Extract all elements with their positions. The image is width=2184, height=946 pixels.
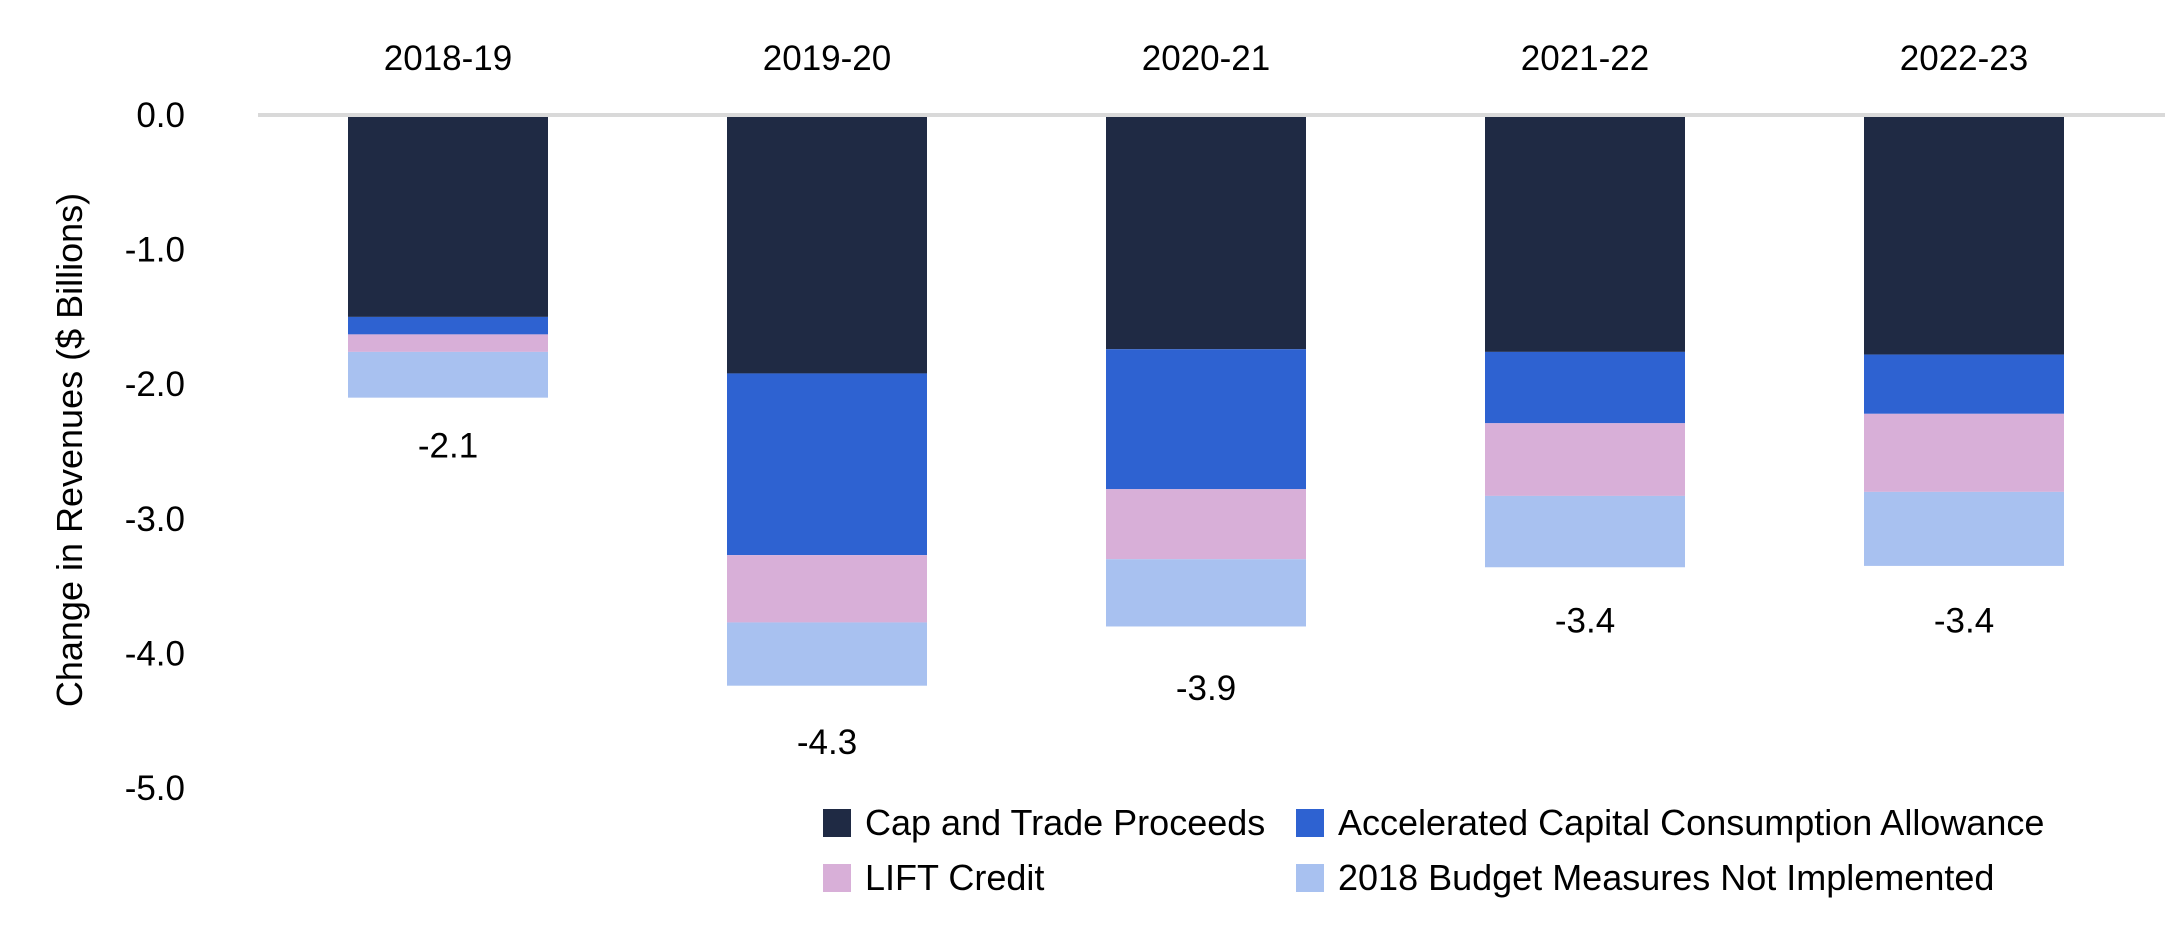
y-tick-label: -1.0 [125,231,185,270]
y-tick-label: -2.0 [125,365,185,404]
legend-label-0: Cap and Trade Proceeds [865,802,1265,843]
bar-2020-21-series-0 [1106,115,1306,350]
y-tick-label: 0.0 [136,96,185,135]
legend-label-2: LIFT Credit [865,857,1044,898]
legend-swatch-1 [1296,809,1324,837]
category-label-2019-20: 2019-20 [763,39,891,78]
y-tick-label: -3.0 [125,500,185,539]
bar-2020-21-series-1 [1106,349,1306,490]
total-labels: -2.1 -4.3 -3.9 -3.4 -3.4 [418,427,1994,762]
legend-swatch-2 [823,864,851,892]
legend: Cap and Trade Proceeds Accelerated Capita… [823,802,2044,898]
total-label-2018-19: -2.1 [418,427,478,466]
bar-2021-22-series-3 [1485,495,1685,568]
bar-2019-20-series-3 [727,622,927,686]
bar-2021-22-series-1 [1485,351,1685,424]
total-label-2020-21: -3.9 [1176,669,1236,708]
y-tick-label: -5.0 [125,769,185,808]
bar-2018-19-series-3 [348,351,548,398]
total-label-2021-22: -3.4 [1555,602,1615,641]
category-label-2020-21: 2020-21 [1142,39,1270,78]
y-tick-label: -4.0 [125,634,185,673]
bar-2018-19-series-0 [348,115,548,317]
bar-2020-21-series-2 [1106,489,1306,560]
bar-2022-23-series-0 [1864,115,2064,355]
bar-2019-20-series-0 [727,115,927,374]
y-tick-labels: 0.0 -1.0 -2.0 -3.0 -4.0 -5.0 [125,96,185,808]
legend-swatch-3 [1296,864,1324,892]
y-axis-title: Change in Revenues ($ Billions) [49,193,90,707]
legend-label-1: Accelerated Capital Consumption Allowanc… [1338,802,2044,843]
category-labels: 2018-19 2019-20 2020-21 2021-22 2022-23 [384,39,2028,78]
bar-2021-22-series-0 [1485,115,1685,352]
bar-2018-19-series-1 [348,316,548,335]
category-label-2021-22: 2021-22 [1521,39,1649,78]
legend-swatch-0 [823,809,851,837]
total-label-2019-20: -4.3 [797,723,857,762]
bar-2022-23-series-3 [1864,491,2064,566]
bar-2022-23-series-1 [1864,354,2064,414]
bar-2019-20-series-1 [727,373,927,556]
category-label-2018-19: 2018-19 [384,39,512,78]
bar-2019-20-series-2 [727,555,927,623]
bars-group [348,115,2064,686]
bar-2021-22-series-2 [1485,423,1685,496]
category-label-2022-23: 2022-23 [1900,39,2028,78]
bar-2018-19-series-2 [348,334,548,352]
bar-2022-23-series-2 [1864,413,2064,492]
legend-label-3: 2018 Budget Measures Not Implemented [1338,857,1994,898]
bar-2020-21-series-3 [1106,559,1306,627]
total-label-2022-23: -3.4 [1934,602,1994,641]
